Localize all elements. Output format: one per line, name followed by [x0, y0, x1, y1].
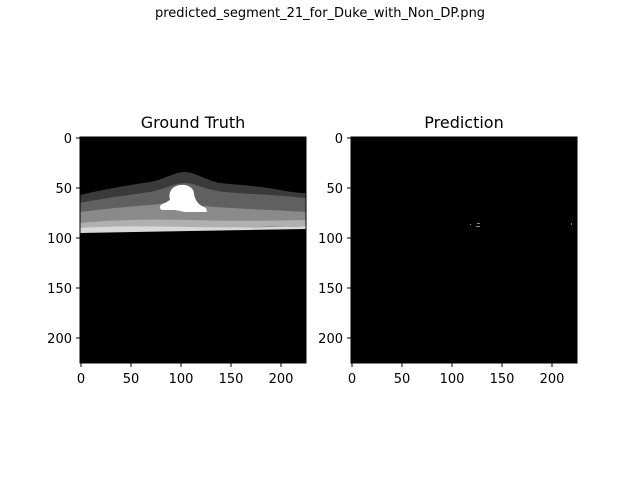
pred-x-tick-label: 0 — [348, 372, 356, 387]
gt-y-tick-label: 50 — [55, 182, 72, 197]
pred-x-tick-label: 150 — [490, 372, 515, 387]
prediction-speck — [571, 223, 572, 225]
figure-suptitle: predicted_segment_21_for_Duke_with_Non_D… — [154, 6, 486, 21]
pred-y-ticks: 0 50 100 150 200 — [318, 132, 351, 347]
gt-y-tick-label: 100 — [47, 232, 72, 247]
prediction-speck — [470, 224, 471, 225]
pred-y-tick-label: 0 — [335, 132, 343, 147]
prediction-speck — [477, 223, 480, 224]
pred-x-tick-label: 200 — [540, 372, 565, 387]
prediction-image-bg — [351, 137, 577, 363]
gt-y-tick-label: 200 — [47, 332, 72, 347]
pred-x-tick-label: 50 — [394, 372, 411, 387]
gt-bright-lesion — [159, 184, 207, 212]
panel-title-ground-truth: Ground Truth — [140, 113, 246, 132]
panel-title-prediction: Prediction — [424, 113, 504, 132]
gt-x-tick-label: 0 — [77, 372, 85, 387]
gt-x-ticks: 0 50 100 150 200 — [77, 363, 294, 387]
gt-y-ticks: 0 50 100 150 200 — [47, 132, 80, 347]
prediction-panel — [350, 136, 578, 364]
gt-x-tick-label: 100 — [169, 372, 194, 387]
pred-y-tick-label: 50 — [326, 182, 343, 197]
ground-truth-image-bg — [80, 137, 306, 363]
gt-y-tick-label: 0 — [64, 132, 72, 147]
gt-layer-bottom-bright — [80, 226, 306, 233]
pred-y-tick-label: 200 — [318, 332, 343, 347]
pred-x-tick-label: 100 — [440, 372, 465, 387]
prediction-axes-frame — [350, 136, 578, 364]
gt-x-tick-label: 150 — [219, 372, 244, 387]
ground-truth-axes-frame — [79, 136, 307, 364]
prediction-speck — [476, 226, 480, 227]
pred-y-tick-label: 150 — [318, 282, 343, 297]
gt-y-tick-label: 150 — [47, 282, 72, 297]
pred-x-ticks: 0 50 100 150 200 — [348, 363, 565, 387]
gt-x-tick-label: 50 — [123, 372, 140, 387]
gt-x-tick-label: 200 — [269, 372, 294, 387]
ground-truth-panel — [79, 136, 307, 364]
pred-y-tick-label: 100 — [318, 232, 343, 247]
